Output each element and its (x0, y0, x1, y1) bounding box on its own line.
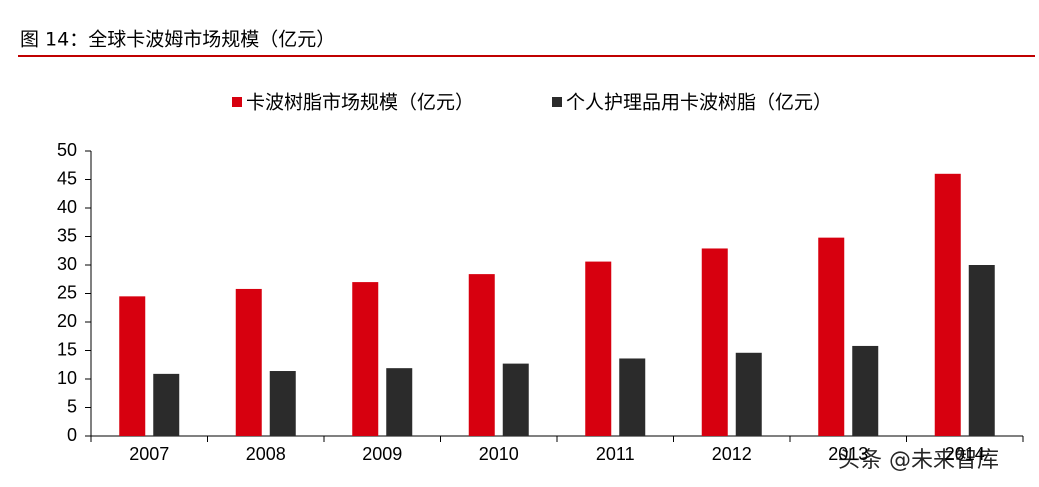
bar (619, 358, 646, 436)
x-tick-label: 2011 (596, 444, 635, 464)
bar (968, 265, 995, 436)
bar (585, 261, 612, 436)
bar (818, 237, 845, 436)
y-tick-label: 30 (57, 254, 77, 274)
watermark: 头条 @未来智库 (838, 448, 999, 473)
bar (701, 248, 728, 436)
y-tick-label: 50 (57, 140, 77, 160)
y-tick-label: 5 (67, 396, 77, 416)
y-tick-label: 15 (57, 339, 77, 359)
bar (735, 352, 762, 436)
bar (235, 288, 262, 436)
y-tick-label: 0 (67, 425, 77, 445)
y-tick-label: 20 (57, 311, 77, 331)
bar (468, 274, 495, 436)
x-tick-label: 2009 (362, 444, 402, 464)
legend-swatch (552, 97, 562, 107)
bar (502, 363, 529, 436)
y-tick-label: 45 (57, 168, 77, 188)
bar (934, 173, 961, 437)
chart-title: 图 14：全球卡波姆市场规模（亿元） (20, 29, 335, 51)
x-tick-label: 2013 (828, 444, 868, 464)
x-tick-label: 2012 (712, 444, 752, 464)
bar (269, 371, 296, 436)
x-tick-label: 2008 (246, 444, 286, 464)
bar (119, 296, 146, 436)
y-tick-label: 35 (57, 225, 77, 245)
bar (153, 373, 180, 436)
y-tick-label: 10 (57, 368, 77, 388)
y-tick-label: 40 (57, 197, 77, 217)
bar (852, 345, 879, 436)
legend-label: 个人护理品用卡波树脂（亿元） (566, 92, 832, 114)
x-tick-label: 2014 (945, 444, 985, 464)
x-tick-label: 2007 (129, 444, 169, 464)
y-tick-label: 25 (57, 282, 77, 302)
bar (386, 368, 413, 436)
legend-swatch (232, 97, 242, 107)
legend-label: 卡波树脂市场规模（亿元） (246, 92, 474, 114)
x-tick-label: 2010 (479, 444, 519, 464)
bar (352, 282, 379, 436)
